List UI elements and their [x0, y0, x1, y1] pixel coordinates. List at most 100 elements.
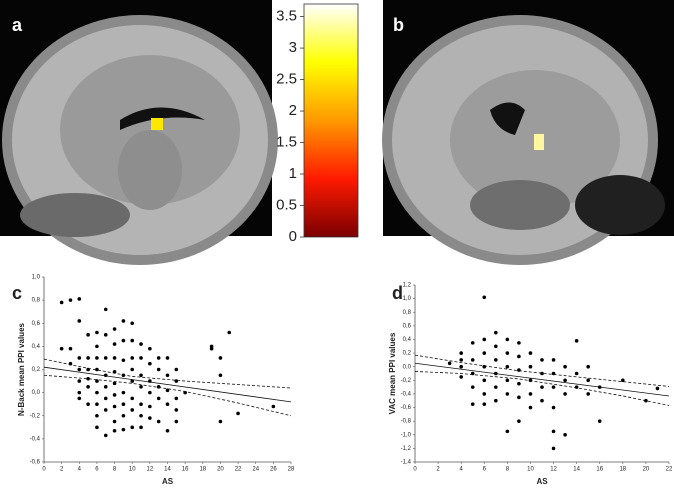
y-tick-label: 0,2	[403, 351, 412, 357]
data-point	[139, 385, 143, 389]
y-tick-label: -0,6	[401, 405, 412, 411]
data-point	[540, 358, 544, 362]
y-tick-label: -1,0	[401, 432, 412, 438]
data-point	[540, 371, 544, 376]
data-point	[77, 297, 82, 301]
data-point	[586, 364, 590, 369]
data-point	[482, 392, 487, 396]
y-tick-label: -0,8	[401, 419, 412, 425]
data-point	[563, 364, 567, 369]
data-point	[95, 379, 99, 383]
data-point	[148, 404, 152, 409]
data-point	[470, 385, 475, 389]
y-tick-label: 0,0	[403, 364, 412, 370]
data-point	[77, 396, 82, 401]
data-point	[95, 367, 99, 372]
data-point	[459, 358, 463, 362]
data-point	[112, 393, 117, 397]
data-point	[121, 338, 126, 343]
data-point	[586, 392, 590, 396]
y-tick-label: 0,0	[32, 390, 41, 396]
y-tick-label: 0,8	[32, 298, 41, 304]
data-point	[528, 392, 533, 396]
data-point	[86, 356, 90, 360]
data-point	[112, 342, 117, 346]
x-tick-label: 16	[182, 467, 189, 473]
y-tick-label: 0,6	[403, 323, 412, 329]
data-point	[459, 364, 463, 369]
confidence-band	[43, 374, 292, 417]
data-point	[470, 358, 475, 362]
data-point	[540, 398, 544, 403]
data-point	[644, 398, 648, 403]
data-point	[148, 416, 152, 420]
data-point	[459, 351, 463, 355]
y-tick-label: -1,2	[401, 446, 412, 452]
y-tick-label: 0.5	[276, 196, 297, 213]
data-point	[139, 402, 143, 406]
data-point	[77, 379, 82, 383]
data-point	[139, 356, 143, 360]
data-point	[174, 408, 179, 412]
data-point	[574, 385, 579, 389]
mri-image-b: b	[382, 0, 674, 265]
data-point	[95, 330, 99, 335]
data-point	[482, 351, 487, 355]
data-point	[563, 392, 567, 396]
confidence-band	[414, 371, 670, 406]
data-point	[86, 385, 90, 389]
data-point	[505, 337, 510, 342]
y-tick-label: 2.5	[276, 71, 297, 88]
y-tick-label: 0,6	[32, 321, 41, 327]
x-tick-label: 2	[436, 467, 440, 473]
data-point	[121, 319, 126, 323]
y-tick-label: 0,4	[32, 344, 41, 350]
x-tick-label: 16	[596, 467, 603, 473]
x-tick-label: 4	[78, 467, 82, 473]
x-tick-label: 18	[199, 467, 206, 473]
data-point	[505, 392, 510, 396]
data-point	[482, 295, 487, 300]
data-point	[236, 411, 240, 416]
x-tick-label: 8	[506, 467, 510, 473]
data-point	[505, 378, 510, 383]
y-tick-label: 3	[289, 39, 297, 56]
y-tick-label: 3.5	[276, 8, 297, 25]
y-axis-label: N-Back mean PPI values	[17, 322, 26, 415]
x-tick-label: 18	[619, 467, 626, 473]
data-point	[95, 413, 99, 418]
data-point	[551, 385, 556, 389]
data-point	[103, 333, 108, 337]
data-point	[103, 433, 108, 438]
data-point	[494, 330, 498, 335]
regression-line	[414, 362, 670, 397]
y-tick-label: 0,2	[32, 367, 41, 373]
x-tick-label: 12	[147, 467, 154, 473]
data-point	[494, 358, 498, 362]
data-point	[528, 405, 533, 410]
data-point	[156, 356, 161, 360]
x-tick-label: 10	[527, 467, 534, 473]
data-point	[68, 298, 73, 302]
data-point	[148, 390, 152, 395]
data-point	[68, 346, 73, 351]
data-point	[482, 378, 487, 383]
data-point	[156, 367, 161, 372]
data-point	[121, 390, 126, 395]
data-point	[130, 396, 135, 401]
data-point	[156, 419, 161, 424]
x-axis-label: AS	[536, 477, 548, 486]
data-point	[271, 404, 276, 409]
data-point	[86, 402, 90, 406]
x-tick-label: 10	[129, 467, 136, 473]
data-point	[112, 381, 117, 386]
data-point	[121, 413, 126, 418]
data-point	[470, 402, 475, 406]
x-tick-label: 22	[235, 467, 242, 473]
data-point	[77, 319, 82, 323]
x-tick-label: 6	[483, 467, 487, 473]
data-point	[528, 378, 533, 383]
confidence-band	[43, 358, 292, 389]
data-point	[130, 367, 135, 372]
y-tick-label: 1,2	[403, 283, 412, 289]
